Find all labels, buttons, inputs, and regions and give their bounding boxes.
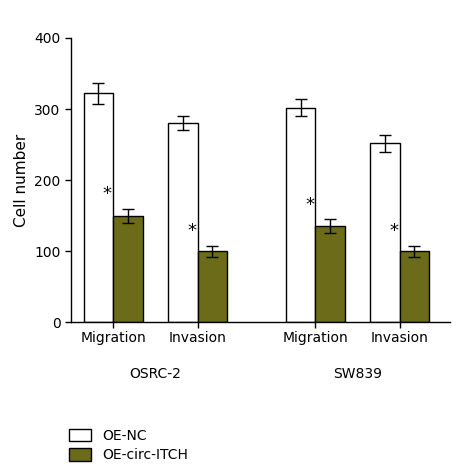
Text: *: *	[187, 222, 196, 240]
Bar	[370, 143, 400, 322]
Text: *: *	[103, 185, 112, 203]
Bar	[168, 123, 198, 322]
Text: OSRC-2: OSRC-2	[129, 367, 181, 381]
Text: *: *	[305, 196, 314, 213]
Legend: OE-NC, OE-circ-ITCH: OE-NC, OE-circ-ITCH	[69, 429, 188, 462]
Text: SW839: SW839	[333, 367, 382, 381]
Bar	[286, 108, 316, 322]
Y-axis label: Cell number: Cell number	[14, 134, 29, 227]
Bar	[316, 227, 345, 322]
Bar	[113, 216, 143, 322]
Bar	[400, 251, 429, 322]
Bar	[84, 93, 113, 322]
Bar	[198, 251, 227, 322]
Text: *: *	[389, 222, 398, 240]
